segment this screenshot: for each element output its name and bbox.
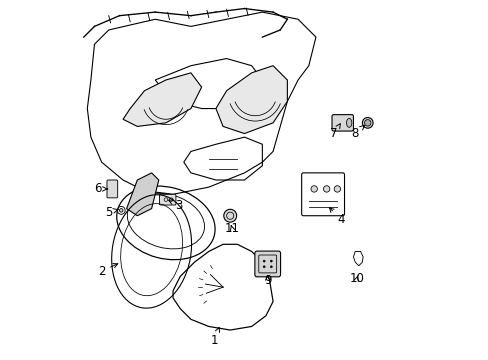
Text: 11: 11 xyxy=(224,222,239,235)
Text: 7: 7 xyxy=(329,124,340,140)
Text: 8: 8 xyxy=(351,125,364,140)
Text: 1: 1 xyxy=(210,328,219,347)
Ellipse shape xyxy=(270,266,272,268)
Text: 10: 10 xyxy=(349,272,364,285)
Text: 6: 6 xyxy=(94,183,107,195)
Ellipse shape xyxy=(364,120,370,126)
FancyBboxPatch shape xyxy=(331,114,353,131)
Polygon shape xyxy=(123,73,201,126)
Polygon shape xyxy=(216,66,287,134)
FancyBboxPatch shape xyxy=(159,194,176,205)
Ellipse shape xyxy=(224,209,236,222)
Ellipse shape xyxy=(323,186,329,192)
Ellipse shape xyxy=(270,260,272,262)
Ellipse shape xyxy=(362,117,372,128)
FancyBboxPatch shape xyxy=(254,251,280,277)
Ellipse shape xyxy=(333,186,340,192)
Text: 2: 2 xyxy=(98,264,118,278)
Ellipse shape xyxy=(119,208,123,212)
Ellipse shape xyxy=(263,260,264,262)
Text: 4: 4 xyxy=(329,208,344,226)
Ellipse shape xyxy=(263,266,264,268)
Ellipse shape xyxy=(346,118,351,127)
Polygon shape xyxy=(126,173,159,216)
FancyBboxPatch shape xyxy=(107,180,118,198)
Text: 3: 3 xyxy=(168,198,182,212)
Text: 9: 9 xyxy=(264,274,271,287)
Ellipse shape xyxy=(310,186,317,192)
Text: 5: 5 xyxy=(105,206,118,219)
